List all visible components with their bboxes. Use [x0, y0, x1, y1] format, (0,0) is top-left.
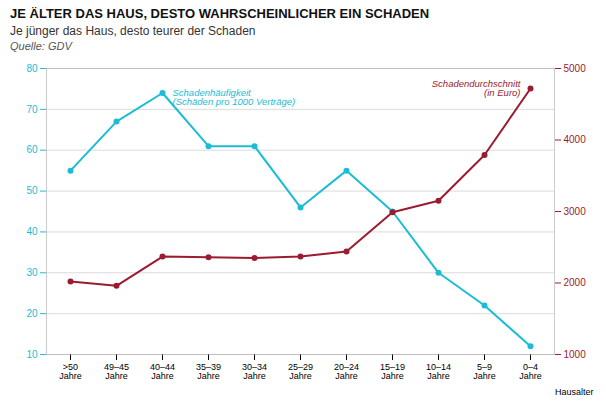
svg-text:1000: 1000 [564, 349, 587, 360]
svg-text:20: 20 [26, 308, 38, 319]
svg-text:40–44Jahre: 40–44Jahre [150, 362, 175, 381]
svg-text:50: 50 [26, 185, 38, 196]
svg-text:5–9Jahre: 5–9Jahre [473, 362, 496, 381]
svg-text:Schadenhäufigkeit(Schäden pro: Schadenhäufigkeit(Schäden pro 1000 Vertr… [173, 87, 296, 108]
svg-text:30: 30 [26, 267, 38, 278]
svg-text:30–34Jahre: 30–34Jahre [242, 362, 267, 381]
svg-text:>50Jahre: >50Jahre [59, 362, 82, 381]
svg-text:10: 10 [26, 349, 38, 360]
svg-text:3000: 3000 [564, 206, 587, 217]
svg-text:20–24Jahre: 20–24Jahre [334, 362, 359, 381]
svg-text:70: 70 [26, 104, 38, 115]
svg-text:25–29Jahre: 25–29Jahre [288, 362, 313, 381]
svg-text:40: 40 [26, 226, 38, 237]
html-text:Quelle: GDV: Quelle: GDV [10, 40, 72, 52]
svg-text:0–4Jahre: 0–4Jahre [519, 362, 542, 381]
svg-text:49–45Jahre: 49–45Jahre [104, 362, 129, 381]
svg-text:2000: 2000 [564, 277, 587, 288]
svg-text:4000: 4000 [564, 134, 587, 145]
svg-text:80: 80 [26, 63, 38, 74]
svg-text:5000: 5000 [564, 63, 587, 74]
svg-text:10–14Jahre: 10–14Jahre [426, 362, 451, 381]
svg-text:60: 60 [26, 144, 38, 155]
svg-text:35–39Jahre: 35–39Jahre [196, 362, 221, 381]
svg-text:Hausalter: Hausalter [555, 387, 594, 397]
html-text:JE ÄLTER DAS HAUS, DESTO WAHRS: JE ÄLTER DAS HAUS, DESTO WAHRSCHEINLICHE… [10, 6, 430, 21]
svg-text:15–19Jahre: 15–19Jahre [380, 362, 405, 381]
html-text:Je jünger das Haus, desto teur: Je jünger das Haus, desto teurer der Sch… [10, 24, 256, 38]
svg-text:Schadendurchschnitt(in Euro): Schadendurchschnitt(in Euro) [432, 78, 521, 99]
